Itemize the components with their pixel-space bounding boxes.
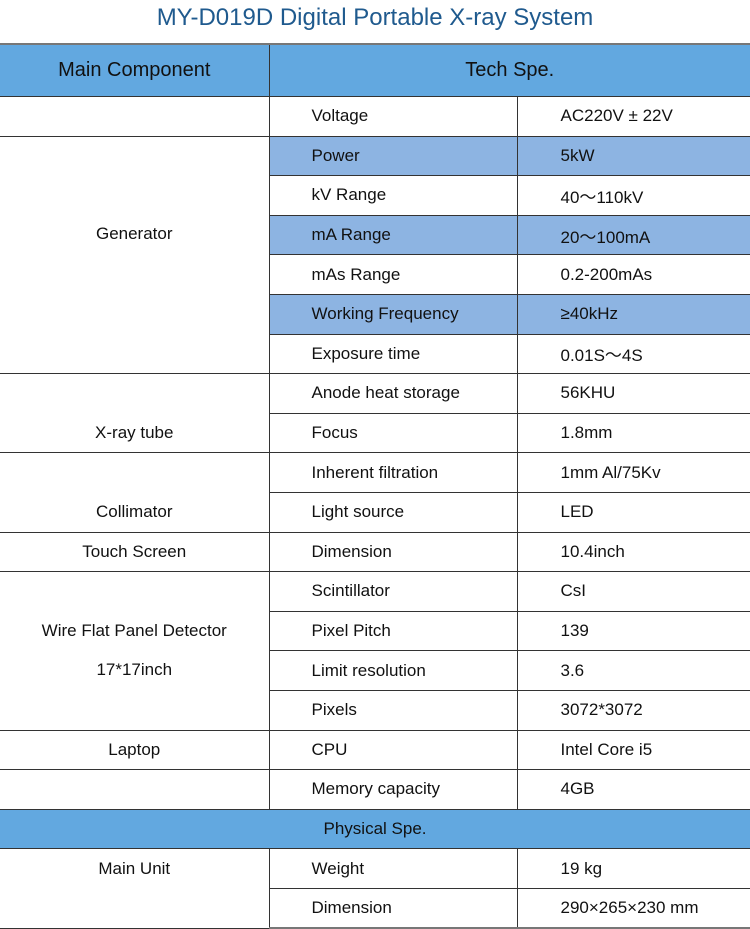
page-title: MY-D019D Digital Portable X-ray System	[156, 4, 594, 31]
group-generator: Generator	[0, 135, 270, 375]
group-touch-screen: Touch Screen	[0, 531, 270, 573]
param-cell: CPU	[268, 729, 518, 771]
value-cell: 290×265×230 mm	[516, 887, 750, 929]
table-row: Collimator Inherent filtration 1mm Al/75K…	[0, 452, 750, 533]
value-cell: 3.6	[516, 650, 750, 691]
group-xray-tube: X-ray tube	[0, 373, 270, 454]
value-cell: 5kW	[516, 135, 750, 177]
param-cell: Weight	[268, 848, 518, 889]
table-row: Voltage AC220V ± 22V	[0, 96, 750, 137]
header-main-component: Main Component	[0, 43, 270, 97]
value-cell: 19 kg	[516, 848, 750, 889]
param-cell: Voltage	[268, 96, 518, 137]
table-row: Pixel Pitch 139	[0, 610, 750, 652]
value-cell: 10.4inch	[516, 531, 750, 573]
group-laptop: Laptop	[0, 729, 270, 771]
table-row: Limit resolution 3.6	[0, 650, 750, 691]
value-cell: 40～110kV	[516, 175, 750, 216]
table-row: Touch Screen Dimension 10.4inch	[0, 531, 750, 573]
param-cell: kV Range	[268, 175, 518, 216]
param-cell: Dimension	[268, 887, 518, 929]
empty-cell	[0, 769, 270, 810]
section-row: Physical Spe.	[0, 808, 750, 850]
table-row: Wire Flat Panel Detector 17*17inch Scint…	[0, 571, 750, 731]
table-row: Main Unit Weight 19 kg	[0, 848, 750, 929]
param-cell: Exposure time	[268, 333, 518, 375]
value-cell: ≥40kHz	[516, 293, 750, 335]
value-cell: 0.01S～4S	[516, 333, 750, 375]
param-cell: Dimension	[268, 531, 518, 573]
group-detector: Wire Flat Panel Detector 17*17inch	[0, 571, 270, 731]
header-tech-spe: Tech Spe.	[268, 43, 750, 97]
value-cell: 56KHU	[516, 373, 750, 414]
param-cell: Light source	[268, 491, 518, 533]
table-row: mA Range 20～100mA	[0, 214, 750, 256]
param-cell: Power	[268, 135, 518, 177]
group-main-unit: Main Unit	[0, 848, 270, 929]
value-cell: 139	[516, 610, 750, 652]
table-header: Main Component Tech Spe.	[0, 43, 750, 97]
param-cell: Memory capacity	[268, 769, 518, 810]
spec-table: Main Component Tech Spe. Voltage AC220V …	[0, 43, 750, 929]
value-cell: Intel Core i5	[516, 729, 750, 771]
group-collimator: Collimator	[0, 452, 270, 533]
table-row: Memory capacity 4GB	[0, 769, 750, 810]
param-cell: mA Range	[268, 214, 518, 256]
param-cell: Pixels	[268, 689, 518, 731]
value-cell: 1mm Al/75Kv	[516, 452, 750, 493]
table-row: Generator Power 5kW	[0, 135, 750, 375]
value-cell: 20～100mA	[516, 214, 750, 256]
param-cell: Limit resolution	[268, 650, 518, 691]
value-cell: 3072*3072	[516, 689, 750, 731]
section-physical-spe: Physical Spe.	[0, 808, 750, 850]
param-cell: Working Frequency	[268, 293, 518, 335]
table-row: Dimension 290×265×230 mm	[0, 887, 750, 929]
table-row: Light source LED	[0, 491, 750, 533]
value-cell: 1.8mm	[516, 412, 750, 454]
table-row: kV Range 40～110kV	[0, 175, 750, 216]
param-cell: Scintillator	[268, 571, 518, 612]
param-cell: Focus	[268, 412, 518, 454]
table-row: Exposure time 0.01S～4S	[0, 333, 750, 375]
value-cell: AC220V ± 22V	[516, 96, 750, 137]
table-row: X-ray tube Anode heat storage 56KHU	[0, 373, 750, 454]
param-cell: Anode heat storage	[268, 373, 518, 414]
value-cell: 0.2-200mAs	[516, 254, 750, 295]
value-cell: CsI	[516, 571, 750, 612]
param-cell: Inherent filtration	[268, 452, 518, 493]
value-cell: LED	[516, 491, 750, 533]
table-row: Laptop CPU Intel Core i5	[0, 729, 750, 771]
param-cell: Pixel Pitch	[268, 610, 518, 652]
value-cell: 4GB	[516, 769, 750, 810]
empty-cell	[0, 96, 270, 137]
param-cell: mAs Range	[268, 254, 518, 295]
